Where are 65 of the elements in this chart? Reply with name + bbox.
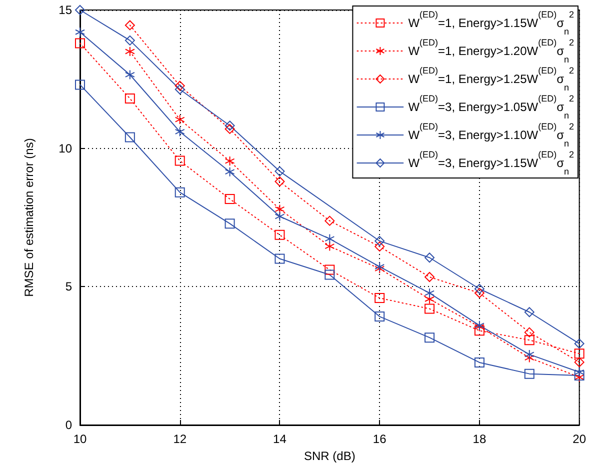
point [374, 242, 385, 252]
point [524, 352, 534, 363]
y-tick-label: 15 [58, 3, 72, 17]
y-tick-label: 5 [65, 280, 72, 294]
point [374, 312, 385, 322]
point [75, 38, 85, 48]
point [324, 234, 335, 244]
point [274, 166, 285, 176]
point [124, 94, 135, 104]
point [224, 194, 235, 204]
x-tick-label: 16 [372, 432, 387, 446]
y-tick-label: 0 [65, 418, 72, 432]
point [574, 338, 584, 349]
point [274, 254, 285, 264]
x-tick-label: 18 [472, 432, 486, 446]
point [374, 236, 385, 246]
point [524, 335, 534, 346]
point [75, 27, 85, 38]
point [174, 84, 185, 94]
point [424, 272, 435, 282]
point [474, 357, 484, 368]
point [424, 304, 435, 314]
x-tick-label: 14 [273, 432, 287, 446]
point [424, 288, 435, 298]
point [424, 332, 435, 343]
point [274, 211, 285, 222]
point [274, 230, 285, 240]
x-tick-label: 20 [572, 432, 586, 446]
point [174, 114, 185, 125]
point [224, 124, 235, 134]
point [274, 176, 285, 187]
point [124, 70, 135, 80]
y-axis-title: RMSE of estimation error (ns) [22, 138, 36, 297]
point [524, 307, 534, 318]
point [474, 284, 484, 294]
point [374, 293, 385, 304]
point [474, 288, 484, 298]
point [174, 80, 185, 91]
point [224, 166, 235, 177]
point [524, 327, 534, 338]
point [324, 270, 335, 280]
point [424, 252, 435, 263]
point [174, 126, 185, 137]
point [224, 156, 235, 166]
point [524, 349, 534, 360]
x-axis-title: SNR (dB) [304, 448, 356, 463]
point [324, 241, 335, 252]
point [124, 20, 135, 30]
point [124, 35, 135, 46]
point [574, 348, 584, 359]
point [224, 218, 235, 229]
x-tick-label: 12 [173, 432, 187, 446]
point [124, 132, 135, 142]
point [75, 80, 85, 90]
point [324, 216, 335, 226]
point [174, 187, 185, 198]
point [524, 368, 534, 379]
point [424, 294, 435, 304]
point [124, 46, 135, 56]
point [274, 204, 285, 214]
y-tick-label: 10 [58, 141, 72, 156]
point [224, 120, 235, 131]
point [574, 357, 584, 368]
point [174, 156, 185, 166]
point [324, 264, 335, 275]
